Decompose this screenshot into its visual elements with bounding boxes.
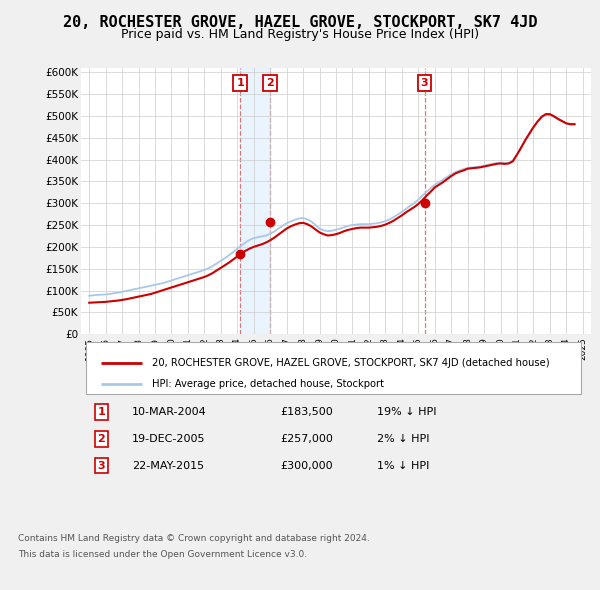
Text: Contains HM Land Registry data © Crown copyright and database right 2024.: Contains HM Land Registry data © Crown c… [18,534,370,543]
Text: 10-MAR-2004: 10-MAR-2004 [132,407,207,417]
Text: £183,500: £183,500 [280,407,332,417]
Text: 19-DEC-2005: 19-DEC-2005 [132,434,205,444]
Text: 1: 1 [236,78,244,88]
Text: 2: 2 [98,434,105,444]
Text: £300,000: £300,000 [280,461,332,471]
Text: 19% ↓ HPI: 19% ↓ HPI [377,407,436,417]
Text: This data is licensed under the Open Government Licence v3.0.: This data is licensed under the Open Gov… [18,550,307,559]
Text: 1% ↓ HPI: 1% ↓ HPI [377,461,429,471]
Bar [241,68,269,334]
Text: 2% ↓ HPI: 2% ↓ HPI [377,434,430,444]
Text: HPI: Average price, detached house, Stockport: HPI: Average price, detached house, Stoc… [152,379,385,389]
Text: 3: 3 [98,461,105,471]
Text: 20, ROCHESTER GROVE, HAZEL GROVE, STOCKPORT, SK7 4JD: 20, ROCHESTER GROVE, HAZEL GROVE, STOCKP… [63,15,537,30]
Text: 22-MAY-2015: 22-MAY-2015 [132,461,204,471]
Text: 20, ROCHESTER GROVE, HAZEL GROVE, STOCKPORT, SK7 4JD (detached house): 20, ROCHESTER GROVE, HAZEL GROVE, STOCKP… [152,359,550,369]
Text: 3: 3 [421,78,428,88]
Text: 1: 1 [98,407,105,417]
Text: £257,000: £257,000 [280,434,333,444]
Text: 2: 2 [266,78,274,88]
Text: Price paid vs. HM Land Registry's House Price Index (HPI): Price paid vs. HM Land Registry's House … [121,28,479,41]
FancyBboxPatch shape [86,342,581,394]
